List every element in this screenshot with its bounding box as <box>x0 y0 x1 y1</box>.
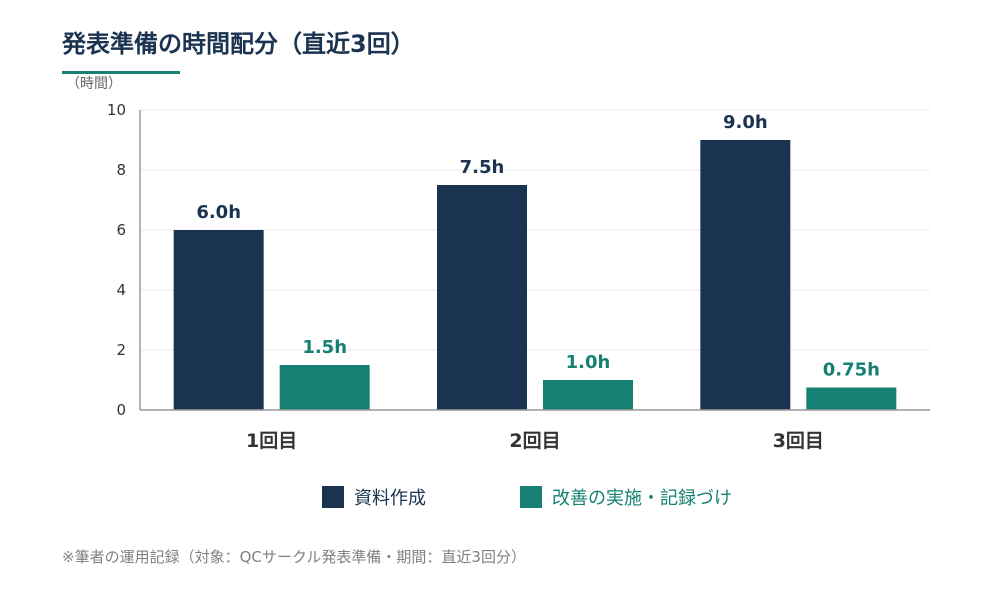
bar-series-1-cat-2 <box>437 185 527 410</box>
title-underline <box>62 71 180 74</box>
data-label: 1.0h <box>566 352 611 373</box>
gridlines <box>140 109 930 351</box>
bar-series-2-cat-1 <box>279 365 370 410</box>
x-tick-label: 1回目 <box>246 430 297 452</box>
bar-series-2-cat-2 <box>543 380 633 410</box>
legend-swatch-2 <box>520 486 542 508</box>
y-tick-label: 2 <box>116 341 126 359</box>
y-tick-label: 0 <box>116 401 126 419</box>
y-tick-label: 8 <box>116 161 126 179</box>
data-label: 1.5h <box>302 337 347 358</box>
legend-label-1: 資料作成 <box>354 488 426 509</box>
chart-title: 発表準備の時間配分（直近3回） <box>62 30 415 58</box>
bar-series-1-cat-3 <box>700 140 791 410</box>
legend: 資料作成 改善の実施・記録づけ <box>322 486 732 509</box>
data-label: 9.0h <box>723 112 768 133</box>
legend-swatch-1 <box>322 486 344 508</box>
data-label: 0.75h <box>823 360 880 381</box>
bars <box>173 140 897 410</box>
x-tick-label: 3回目 <box>773 430 824 452</box>
legend-label-2: 改善の実施・記録づけ <box>552 488 732 509</box>
data-label: 7.5h <box>460 157 505 178</box>
bar-series-2-cat-3 <box>806 387 897 410</box>
y-tick-label: 4 <box>116 281 126 299</box>
y-tick-label: 10 <box>107 101 126 119</box>
data-labels: 6.0h 1.5h 7.5h 1.0h 9.0h 0.75h <box>196 112 880 381</box>
y-axis-label: （時間） <box>66 76 122 92</box>
x-tick-label: 2回目 <box>509 430 560 452</box>
footnote: ※筆者の運用記録（対象：QCサークル発表準備・期間：直近3回分） <box>62 548 526 566</box>
bar-series-1-cat-1 <box>173 230 264 410</box>
y-tick-label: 6 <box>116 221 126 239</box>
data-label: 6.0h <box>196 202 241 223</box>
axes: 0 2 4 6 8 10 1回目 2回目 3回目 <box>107 101 930 452</box>
